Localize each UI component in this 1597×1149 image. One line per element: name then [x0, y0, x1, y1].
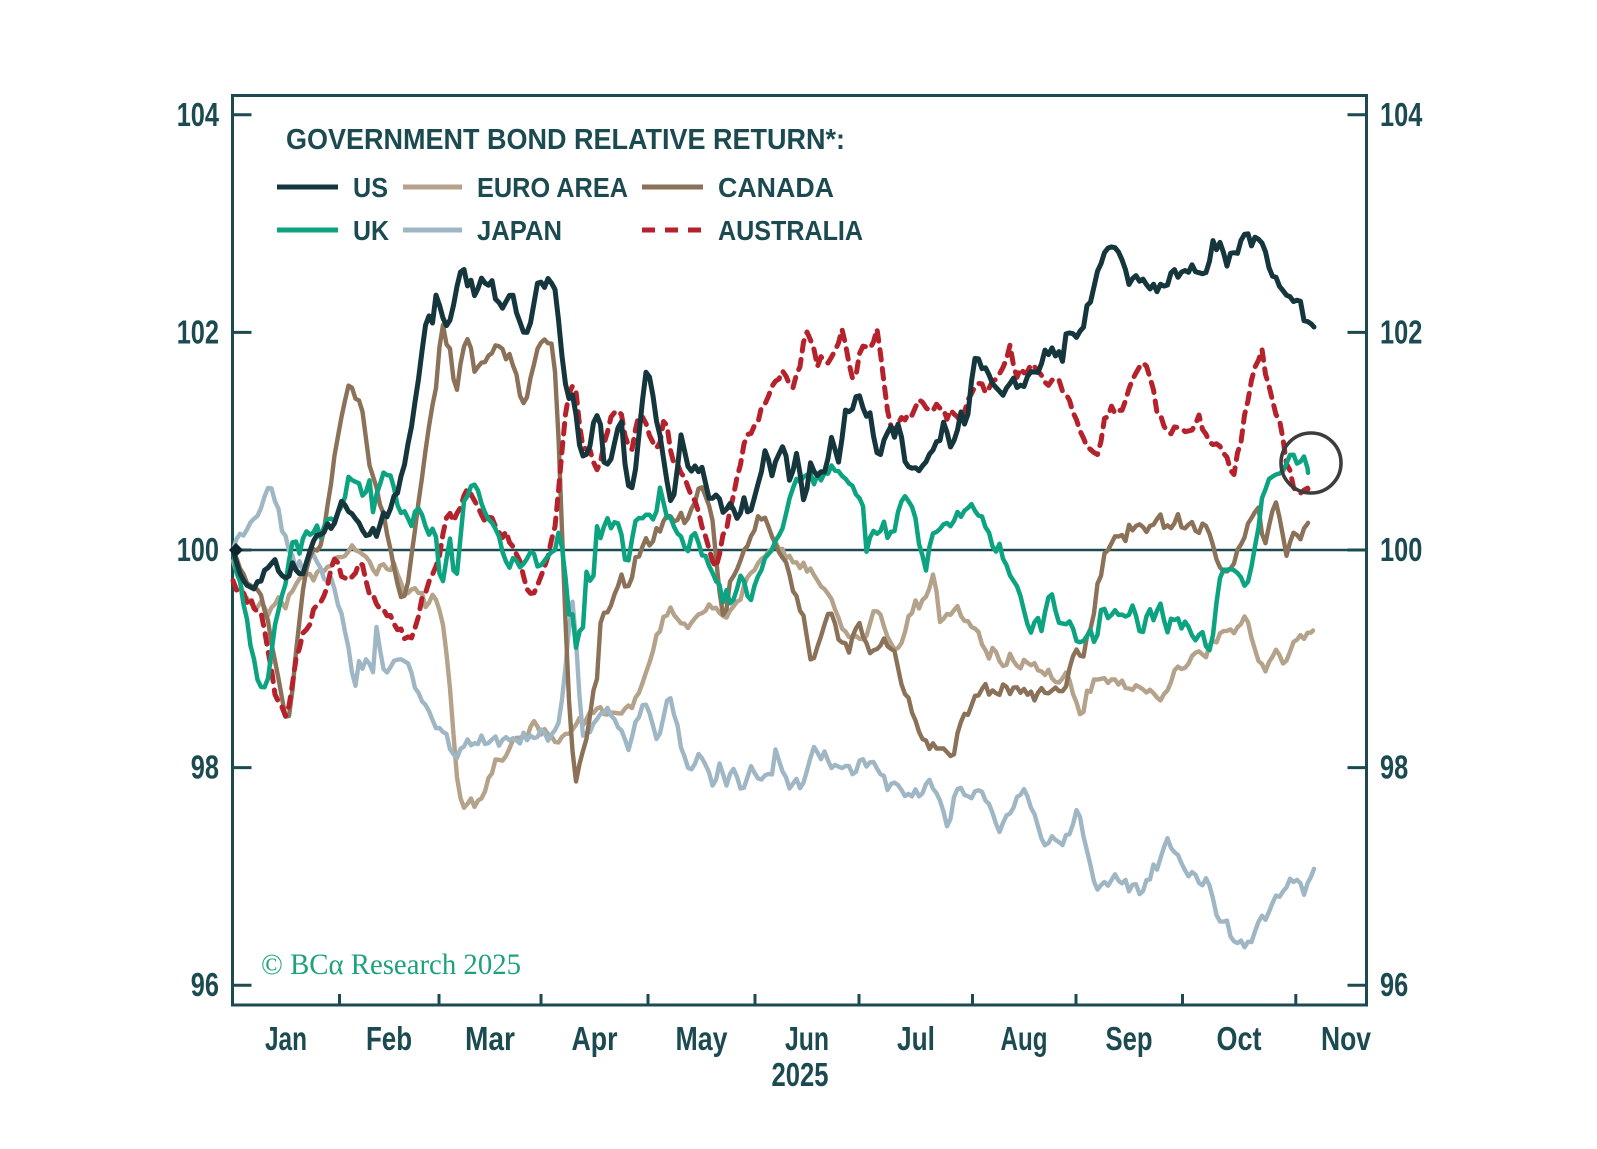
svg-text:96: 96 [191, 966, 219, 1003]
svg-text:Jun: Jun [785, 1020, 829, 1057]
svg-text:Nov: Nov [1321, 1020, 1372, 1057]
svg-text:100: 100 [1380, 531, 1422, 568]
svg-text:GOVERNMENT BOND RELATIVE RETUR: GOVERNMENT BOND RELATIVE RETURN*: [286, 124, 845, 156]
svg-text:102: 102 [177, 313, 219, 350]
svg-text:US: US [353, 172, 388, 203]
svg-text:Sep: Sep [1106, 1020, 1153, 1057]
svg-text:UK: UK [353, 215, 389, 246]
svg-text:98: 98 [1380, 749, 1408, 786]
svg-text:104: 104 [1380, 96, 1423, 133]
svg-text:Feb: Feb [366, 1020, 412, 1057]
svg-text:CANADA: CANADA [718, 172, 834, 203]
svg-text:104: 104 [177, 96, 220, 133]
svg-text:Mar: Mar [465, 1020, 515, 1057]
svg-text:102: 102 [1380, 313, 1422, 350]
svg-text:JAPAN: JAPAN [477, 215, 562, 246]
svg-text:EURO AREA: EURO AREA [477, 172, 628, 203]
svg-text:Apr: Apr [572, 1020, 618, 1057]
svg-text:AUSTRALIA: AUSTRALIA [718, 215, 863, 246]
svg-text:96: 96 [1380, 966, 1408, 1003]
svg-text:Aug: Aug [1001, 1020, 1048, 1057]
svg-text:May: May [676, 1020, 729, 1057]
svg-text:98: 98 [191, 749, 219, 786]
svg-text:2025: 2025 [772, 1056, 829, 1093]
svg-text:Jul: Jul [897, 1020, 935, 1057]
svg-text:Oct: Oct [1217, 1020, 1262, 1057]
svg-text:Jan: Jan [265, 1020, 307, 1057]
svg-text:© BCα Research 2025: © BCα Research 2025 [261, 948, 521, 981]
svg-text:100: 100 [177, 531, 219, 568]
